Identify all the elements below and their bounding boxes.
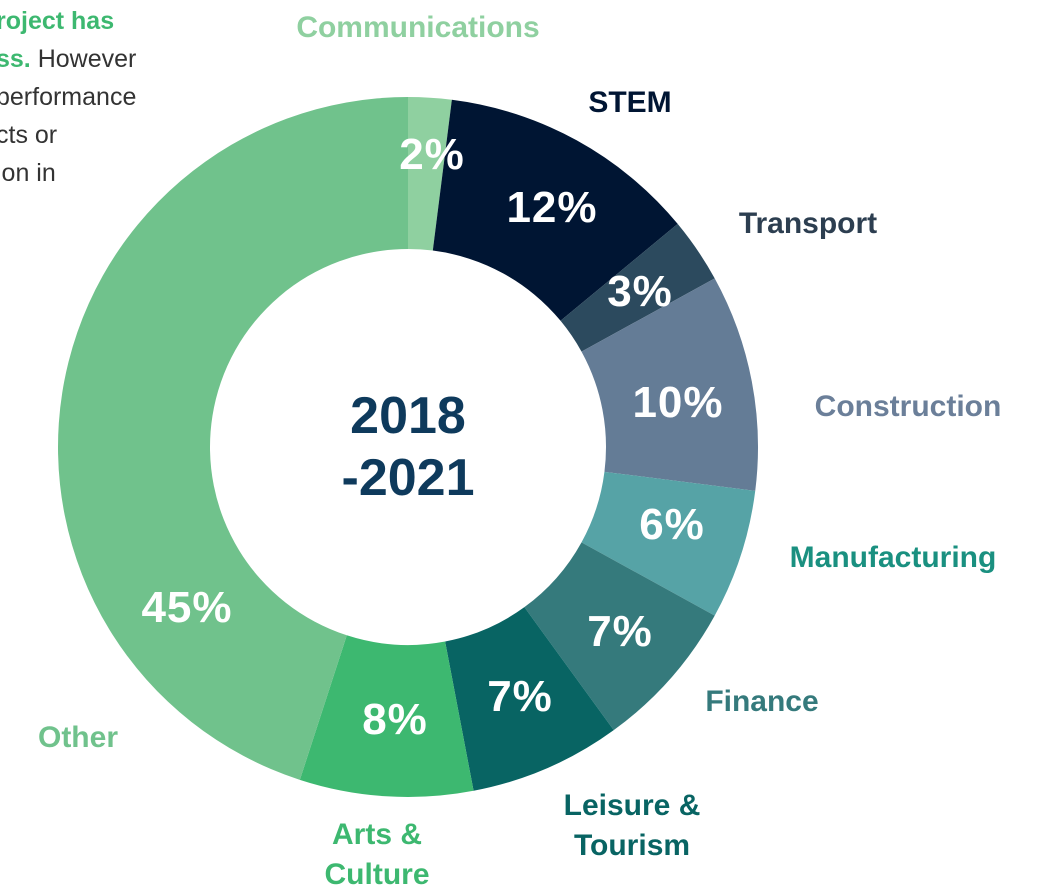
value-label: 7% xyxy=(587,607,653,656)
category-label: Construction xyxy=(814,390,1002,423)
category-label: Finance xyxy=(705,685,819,718)
category-label: Arts & Culture xyxy=(324,818,430,891)
value-label: 2% xyxy=(399,130,465,179)
donut-segment xyxy=(58,97,408,780)
intro-line: ss. However xyxy=(0,40,136,78)
category-label: STEM xyxy=(588,86,672,119)
value-label: 10% xyxy=(632,378,724,427)
intro-text: performance xyxy=(0,83,137,111)
value-label: 7% xyxy=(487,672,553,721)
donut-segment xyxy=(445,607,614,791)
intro-line: cts or xyxy=(0,116,136,154)
value-label: 45% xyxy=(141,583,233,632)
intro-text: cts or xyxy=(0,121,58,149)
intro-highlight: roject has xyxy=(0,7,115,35)
value-label: 8% xyxy=(362,695,428,744)
donut-segment xyxy=(299,635,474,797)
donut-segment xyxy=(581,278,759,491)
value-label: 6% xyxy=(639,500,705,549)
donut-segment xyxy=(524,542,715,731)
donut-segment xyxy=(560,223,715,352)
intro-line: roject has xyxy=(0,2,136,40)
donut-segment xyxy=(581,471,756,616)
value-label: 3% xyxy=(607,267,673,316)
center-text: 2018 -2021 xyxy=(341,387,475,507)
category-label: Communications xyxy=(296,11,540,44)
intro-line: ion in xyxy=(0,154,136,192)
intro-text: ion in xyxy=(0,159,56,187)
category-label: Manufacturing xyxy=(789,541,997,574)
value-label: 12% xyxy=(506,183,598,232)
donut-segment xyxy=(408,97,452,251)
intro-highlight: ss. xyxy=(0,45,31,73)
category-label: Other xyxy=(37,721,118,754)
category-label: Leisure & Tourism xyxy=(563,789,701,862)
intro-text: roject has ss. However performance cts o… xyxy=(0,2,136,192)
intro-line: performance xyxy=(0,78,136,116)
category-label: Transport xyxy=(738,207,878,240)
donut-segment xyxy=(432,99,678,321)
intro-text: However xyxy=(30,45,137,73)
